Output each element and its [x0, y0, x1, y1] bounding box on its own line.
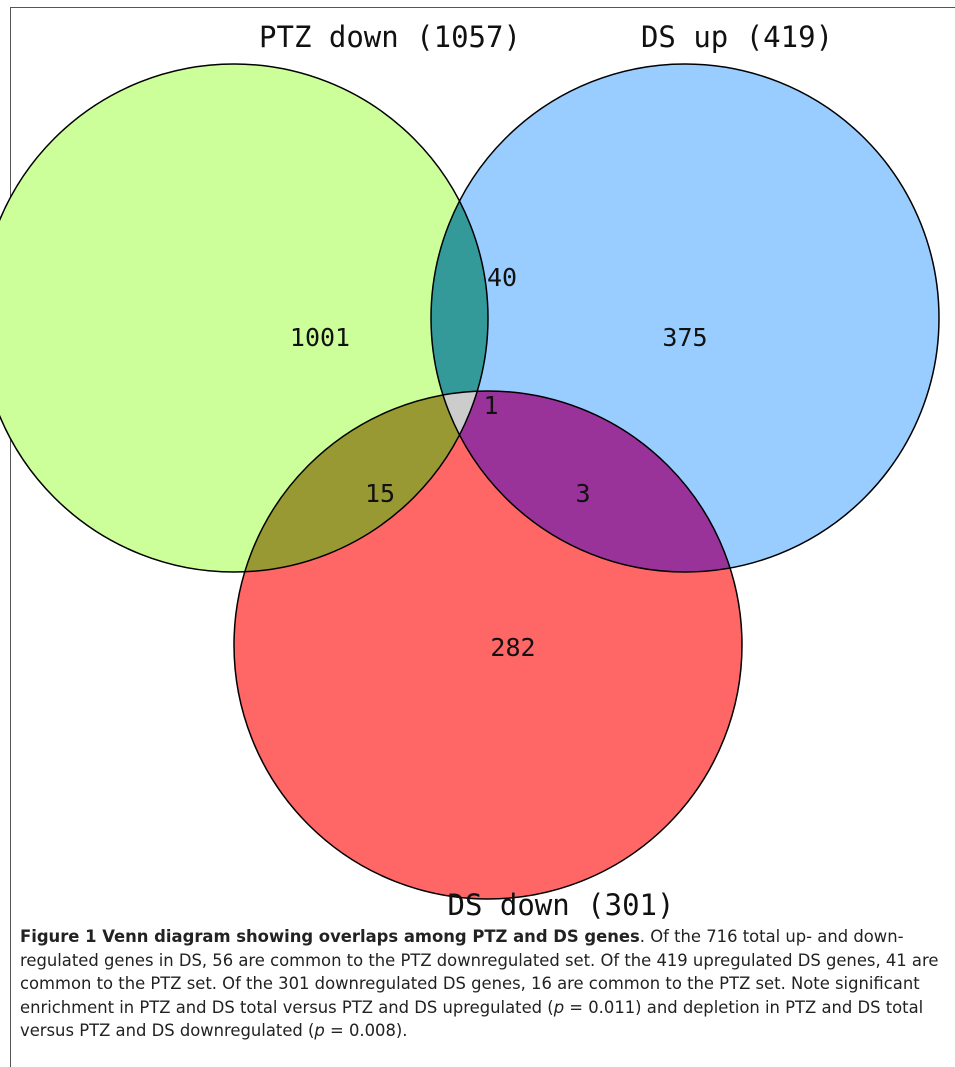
figure-caption: Figure 1 Venn diagram showing overlaps a…: [20, 925, 940, 1043]
caption-p-symbol-1: p: [553, 997, 565, 1017]
region-ptz-dsdown: [234, 391, 488, 572]
caption-text-1: . Of the 716 total up- and down-regulate…: [20, 927, 939, 1017]
count-ds-down-only: 282: [490, 633, 535, 662]
outline-ds-down: [233, 390, 743, 900]
count-ptz-dsup: 40: [487, 263, 517, 292]
count-ptz-only: 1001: [290, 323, 350, 352]
count-ds-up-only: 375: [662, 323, 707, 352]
label-ptz-down: PTZ down (1057): [259, 20, 521, 54]
count-ptz-dsdown: 15: [365, 479, 395, 508]
caption-p-symbol-2: p: [314, 1021, 325, 1040]
outline-ds-up: [430, 63, 940, 573]
count-dsup-dsdown: 3: [575, 479, 590, 508]
caption-title: Figure 1 Venn diagram showing overlaps a…: [20, 927, 640, 946]
figure-frame: [10, 7, 955, 1067]
label-ds-up: DS up (419): [641, 20, 833, 54]
caption-text-2: = 0.011) and depletion in PTZ and DS tot…: [20, 997, 924, 1041]
outline-ptz-down: [0, 63, 489, 573]
label-ds-down: DS down (301): [448, 888, 675, 920]
venn-diagram: PTZ down (1057) DS up (419) DS down (301…: [0, 20, 940, 920]
caption-text-3: = 0.008).: [324, 1021, 408, 1040]
region-dsup-dsdown: [431, 391, 742, 572]
count-all-three: 1: [483, 391, 498, 420]
